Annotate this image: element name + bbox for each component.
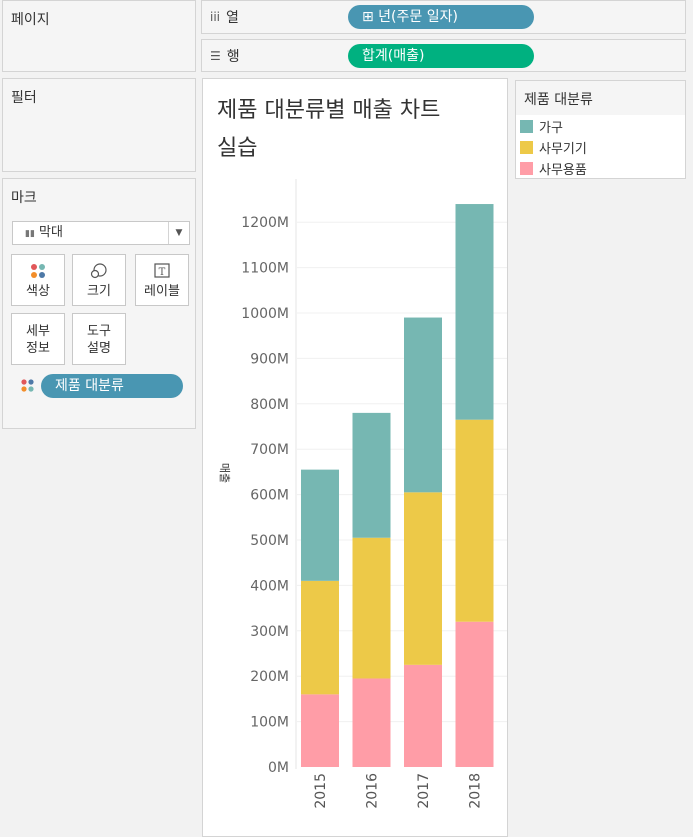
- color-button[interactable]: 색상: [11, 254, 65, 306]
- legend-item-office-supplies[interactable]: 사무용품: [520, 159, 587, 178]
- mark-type-value: 막대: [39, 225, 63, 240]
- label-button[interactable]: T 레이블: [135, 254, 189, 306]
- rows-shelf-label: 행: [226, 49, 240, 65]
- bar-segment[interactable]: [455, 204, 494, 420]
- label-icon: T: [136, 263, 188, 279]
- columns-shelf-label: 열: [226, 10, 239, 26]
- color-field-pill[interactable]: 제품 대분류: [41, 374, 183, 398]
- legend-swatch: [520, 162, 533, 175]
- rows-shelf: ☰ 행 합계(매출): [201, 39, 686, 72]
- legend-title: 제품 대분류: [516, 81, 685, 115]
- bar-segment[interactable]: [301, 580, 339, 695]
- y-tick-label: 800M: [250, 397, 289, 413]
- legend-swatch: [520, 141, 533, 154]
- bar-chart: 제품 대분류별 매출 차트 실습 매출 0M 100M 200M 300M 400M 50…: [217, 98, 507, 809]
- y-axis-label: 매출: [218, 463, 231, 483]
- bar-segment[interactable]: [404, 492, 442, 665]
- color-legend: 제품 대분류 가구 사무기기 사무용품: [515, 80, 686, 179]
- chart-area: 제품 대분류별 매출 차트 실습 매출 0M 100M 200M 300M 400M 50…: [202, 78, 508, 837]
- legend-item-label: 사무용품: [539, 163, 587, 178]
- bar-segment[interactable]: [301, 469, 339, 581]
- bar-segment[interactable]: [455, 419, 494, 622]
- y-tick-label: 700M: [250, 442, 289, 458]
- mark-type-dropdown[interactable]: ▮▮ 막대 ▼: [12, 221, 190, 245]
- x-tick-label: 2016: [365, 773, 381, 809]
- bar-chart-icon: ▮▮: [25, 229, 35, 239]
- chart-title-line1: 제품 대분류별 매출 차트: [217, 98, 440, 123]
- tooltip-button-label-1: 도구: [87, 324, 111, 339]
- y-tick-label: 600M: [250, 488, 289, 504]
- chevron-down-icon[interactable]: ▼: [168, 222, 189, 244]
- legend-item-office-machines[interactable]: 사무기기: [520, 138, 587, 157]
- filters-panel: 필터: [2, 78, 196, 172]
- legend-item-label: 가구: [539, 121, 563, 136]
- y-tick-label: 200M: [250, 669, 289, 685]
- bar-segment[interactable]: [352, 412, 391, 538]
- label-button-label: 레이블: [144, 284, 180, 299]
- legend-item-furniture[interactable]: 가구: [520, 117, 563, 136]
- pages-panel: 페이지: [2, 0, 196, 72]
- legend-item-label: 사무기기: [539, 142, 587, 157]
- y-tick-label: 300M: [250, 624, 289, 640]
- bar-segment[interactable]: [455, 621, 494, 767]
- detail-button-label-1: 세부: [26, 324, 50, 339]
- tooltip-button[interactable]: 도구 설명: [72, 313, 126, 365]
- bar-segment[interactable]: [352, 537, 391, 679]
- tooltip-button-label-2: 설명: [87, 341, 111, 356]
- x-tick-label: 2018: [468, 773, 484, 809]
- bar-segment[interactable]: [301, 694, 339, 767]
- x-tick-label: 2015: [313, 773, 329, 809]
- y-tick-label: 1200M: [241, 215, 289, 231]
- detail-button-label-2: 정보: [26, 341, 50, 356]
- rows-icon: ☰: [210, 49, 221, 63]
- filters-panel-title: 필터: [11, 90, 37, 106]
- x-tick-label: 2017: [416, 773, 432, 809]
- size-button-label: 크기: [87, 284, 111, 299]
- size-icon: [73, 263, 125, 279]
- marks-panel-title: 마크: [11, 190, 37, 206]
- columns-icon: iii: [210, 10, 221, 24]
- pages-panel-title: 페이지: [11, 12, 50, 28]
- y-tick-label: 900M: [250, 351, 289, 367]
- columns-shelf: iii 열 ⊞ 년(주문 일자): [201, 0, 686, 34]
- bar-segment[interactable]: [352, 678, 391, 767]
- chart-title-line2: 실습: [217, 136, 257, 161]
- columns-pill-year[interactable]: ⊞ 년(주문 일자): [348, 5, 534, 29]
- y-tick-label: 1000M: [241, 306, 289, 322]
- y-tick-label: 500M: [250, 533, 289, 549]
- detail-button[interactable]: 세부 정보: [11, 313, 65, 365]
- y-tick-label: 1100M: [241, 261, 289, 277]
- color-icon: [12, 263, 64, 279]
- bar-segment[interactable]: [404, 317, 442, 493]
- y-tick-label: 100M: [250, 715, 289, 731]
- y-tick-label: 0M: [268, 760, 289, 776]
- rows-pill-sales[interactable]: 합계(매출): [348, 44, 534, 68]
- color-button-label: 색상: [26, 284, 50, 299]
- svg-text:T: T: [159, 267, 166, 278]
- bar-segment[interactable]: [404, 664, 442, 767]
- size-button[interactable]: 크기: [72, 254, 126, 306]
- y-tick-label: 400M: [250, 578, 289, 594]
- legend-swatch: [520, 120, 533, 133]
- color-pill-icon: [20, 378, 36, 398]
- marks-panel: 마크 ▮▮ 막대 ▼ 색상 크기 T 레이블 세부 정보 도구 설명: [2, 178, 196, 429]
